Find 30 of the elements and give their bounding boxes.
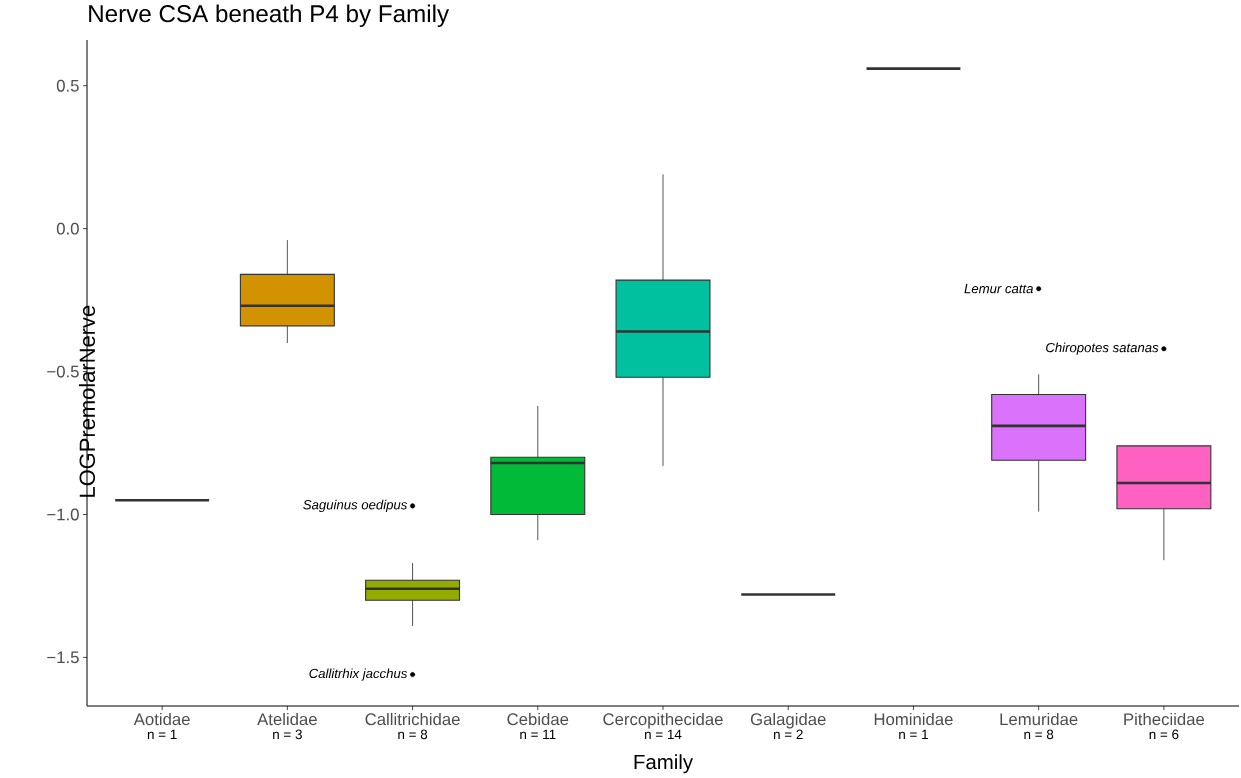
text: n = 8 [398, 729, 428, 740]
y-tick-label: 0.0 [56, 222, 79, 235]
annotation: Chiropotes satanas [1046, 342, 1159, 355]
x-tick-label: Pitheciidae [1124, 712, 1205, 726]
y-tick-label: −0.5 [47, 365, 79, 378]
chart-title: Nerve CSA beneath P4 by Family [89, 4, 450, 28]
annotation: Callitrhix jacchus [309, 668, 408, 681]
text: n = 6 [1149, 729, 1179, 740]
text: n = 3 [273, 729, 302, 740]
x-tick-label: Atelidae [257, 712, 317, 726]
annotation: Saguinus oedipus [303, 499, 408, 513]
text: n = 1 [147, 729, 177, 739]
y-tick-label: −1.5 [47, 651, 79, 664]
x-tick-label: Callitrichidae [365, 712, 460, 726]
x-tick-label: Lemuridae [1000, 712, 1078, 726]
text: n = 2 [773, 729, 803, 739]
text: n = 14 [645, 729, 682, 739]
x-tick-label: Galagidae [750, 712, 826, 729]
y-axis-title: LOGPremolarNerve [78, 305, 96, 497]
text: n = 8 [1024, 729, 1054, 740]
text: n = 11 [520, 729, 556, 739]
y-tick-label: 0.5 [56, 79, 79, 92]
x-tick-label: Cercopithecidae [603, 712, 723, 729]
y-tick-label: −1.0 [47, 508, 79, 521]
text: n = 1 [899, 729, 928, 739]
annotation: Lemur catta [964, 284, 1034, 294]
x-axis-title: Family [634, 754, 694, 774]
x-tick-label: Hominidae [874, 712, 953, 726]
x-tick-label: Aotidae [133, 712, 190, 726]
x-tick-label: Cebidae [507, 712, 569, 726]
